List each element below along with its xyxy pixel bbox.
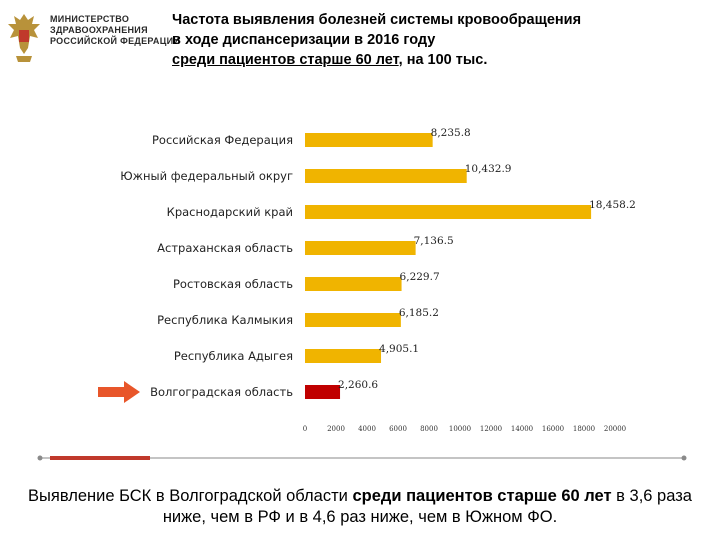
category-label-4: Ростовская область <box>173 277 293 291</box>
x-tick-label-6: 12000 <box>480 425 502 433</box>
conclusion-text: Выявление БСК в Волгоградской области ср… <box>8 486 712 528</box>
category-label-2: Краснодарский край <box>167 205 293 219</box>
x-tick-label-2: 4000 <box>358 425 376 433</box>
x-tick-label-1: 2000 <box>327 425 345 433</box>
bar-0 <box>305 133 433 147</box>
value-label-7: 2,260.6 <box>338 379 378 391</box>
slide-title: Частота выявления болезней системы крово… <box>172 10 712 70</box>
coat-of-arms-icon <box>8 14 40 62</box>
bar-3 <box>305 241 416 255</box>
title-rest-text: , на 100 тыс. <box>398 52 488 68</box>
slide-header: МИНИСТЕРСТВО ЗДРАВООХРАНЕНИЯ РОССИЙСКОЙ … <box>0 0 720 80</box>
x-tick-label-7: 14000 <box>511 425 533 433</box>
category-label-0: Российская Федерация <box>152 133 293 147</box>
ministry-line-2: ЗДРАВООХРАНЕНИЯ <box>50 25 148 35</box>
x-tick-label-0: 0 <box>303 425 307 433</box>
ministry-line-3: РОССИЙСКОЙ ФЕДЕРАЦИИ <box>50 36 181 46</box>
x-tick-label-4: 8000 <box>420 425 438 433</box>
category-label-5: Республика Калмыкия <box>157 313 293 327</box>
x-tick-label-10: 20000 <box>604 425 626 433</box>
bar-7 <box>305 385 341 399</box>
value-label-1: 10,432.9 <box>465 163 512 175</box>
category-label-7: Волгоградская область <box>150 385 293 399</box>
bar-2 <box>305 205 592 219</box>
category-label-1: Южный федеральный округ <box>120 169 293 183</box>
category-label-3: Астраханская область <box>157 241 293 255</box>
title-underlined-text: среди пациентов старше 60 лет <box>172 52 399 68</box>
footer-divider <box>37 455 687 461</box>
x-tick-label-8: 16000 <box>542 425 564 433</box>
value-label-6: 4,905.1 <box>379 343 419 355</box>
bar-4 <box>305 277 402 291</box>
conclusion-bold: среди пациентов старше 60 лет <box>352 487 612 505</box>
bar-6 <box>305 349 382 363</box>
highlight-arrow-icon <box>98 381 140 403</box>
title-line-3: среди пациентов старше 60 лет, на 100 ты… <box>172 50 712 70</box>
bar-5 <box>305 313 401 327</box>
x-tick-label-9: 18000 <box>573 425 595 433</box>
ministry-name: МИНИСТЕРСТВО ЗДРАВООХРАНЕНИЯ РОССИЙСКОЙ … <box>50 14 181 47</box>
title-line-1: Частота выявления болезней системы крово… <box>172 12 582 28</box>
title-line-2: в ходе диспансеризации в 2016 году <box>172 32 436 48</box>
value-label-3: 7,136.5 <box>414 235 454 247</box>
x-tick-label-5: 10000 <box>449 425 471 433</box>
value-label-4: 6,229.7 <box>400 271 440 283</box>
conclusion-part-1: Выявление БСК в Волгоградской области <box>28 487 353 505</box>
value-label-2: 18,458.2 <box>589 199 636 211</box>
conclusion-part-2: в 3,6 раза ниже, чем в РФ и в 4,6 раз ни… <box>162 487 692 526</box>
value-label-0: 8,235.8 <box>431 127 471 139</box>
value-label-5: 6,185.2 <box>399 307 439 319</box>
x-tick-label-3: 6000 <box>389 425 407 433</box>
bar-1 <box>305 169 467 183</box>
ministry-line-1: МИНИСТЕРСТВО <box>50 14 130 24</box>
category-label-6: Республика Адыгея <box>174 349 293 363</box>
bar-chart: Российская Федерация 8,235.8 Южный федерал… <box>98 127 636 433</box>
